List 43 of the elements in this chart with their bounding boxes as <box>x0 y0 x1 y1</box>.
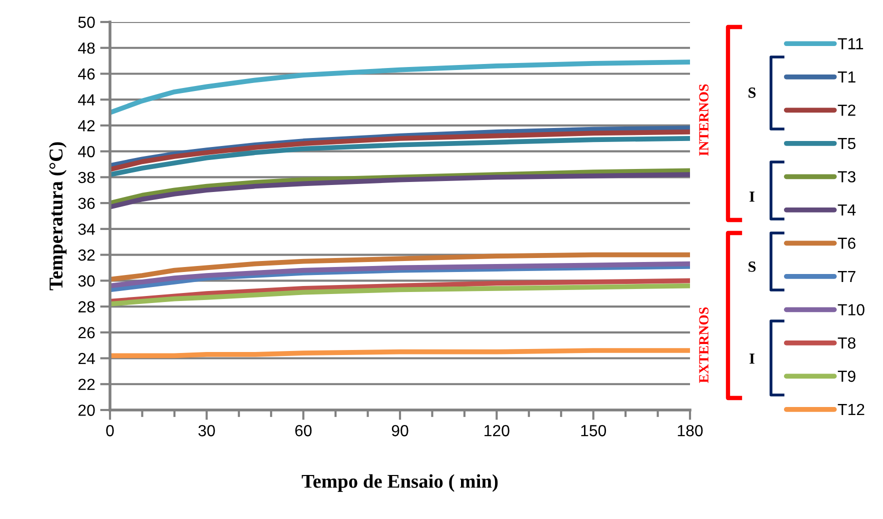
text: S <box>748 262 756 272</box>
legend-label: T1 <box>838 71 856 82</box>
x-tick-label: 120 <box>484 425 510 436</box>
y-tick-label: 26 <box>78 327 95 338</box>
x-tick-label: 150 <box>581 425 606 436</box>
y-tick-label: 34 <box>78 224 95 235</box>
y-tick-label: 20 <box>78 404 95 416</box>
text: EXTERNOS <box>699 307 708 383</box>
y-tick-label: 40 <box>78 146 95 158</box>
y-tick-label: 38 <box>78 172 95 184</box>
legend-label: T10 <box>838 304 864 316</box>
legend-label: T8 <box>838 337 856 349</box>
x-tick-label: 90 <box>392 425 408 436</box>
legend-label: T12 <box>838 404 864 416</box>
y-axis-title: Temperatura (°C) <box>48 142 67 290</box>
text: I <box>750 354 754 364</box>
y-tick-label: 28 <box>78 301 95 312</box>
y-tick-label: 46 <box>78 68 95 80</box>
x-axis-title: Tempo de Ensaio ( min) <box>302 474 498 492</box>
y-tick-label: 44 <box>78 94 95 106</box>
legend-label: T5 <box>838 138 856 150</box>
legend-label: T2 <box>838 104 856 116</box>
y-tick-label: 36 <box>78 198 95 210</box>
legend-label: T11 <box>838 38 864 50</box>
text: S <box>748 88 756 98</box>
x-tick-label: 180 <box>678 425 703 436</box>
legend-label: T3 <box>838 171 856 182</box>
legend-label: T4 <box>838 204 856 216</box>
legend-label: T6 <box>838 238 856 249</box>
text: INTERNOS <box>699 84 708 156</box>
y-tick-label: 48 <box>78 42 95 54</box>
x-tick-label: 30 <box>198 425 215 436</box>
y-tick-label: 42 <box>78 120 95 132</box>
text: I <box>750 192 754 202</box>
legend-label: T9 <box>838 370 856 382</box>
y-tick-label: 24 <box>78 352 95 364</box>
legend-label: T7 <box>838 271 856 282</box>
x-tick-label: 60 <box>295 425 312 436</box>
y-tick-label: 32 <box>78 249 95 261</box>
y-tick-label: 50 <box>78 16 95 28</box>
x-tick-label: 0 <box>106 425 114 436</box>
y-tick-label: 22 <box>78 378 95 390</box>
y-tick-label: 30 <box>78 275 95 287</box>
